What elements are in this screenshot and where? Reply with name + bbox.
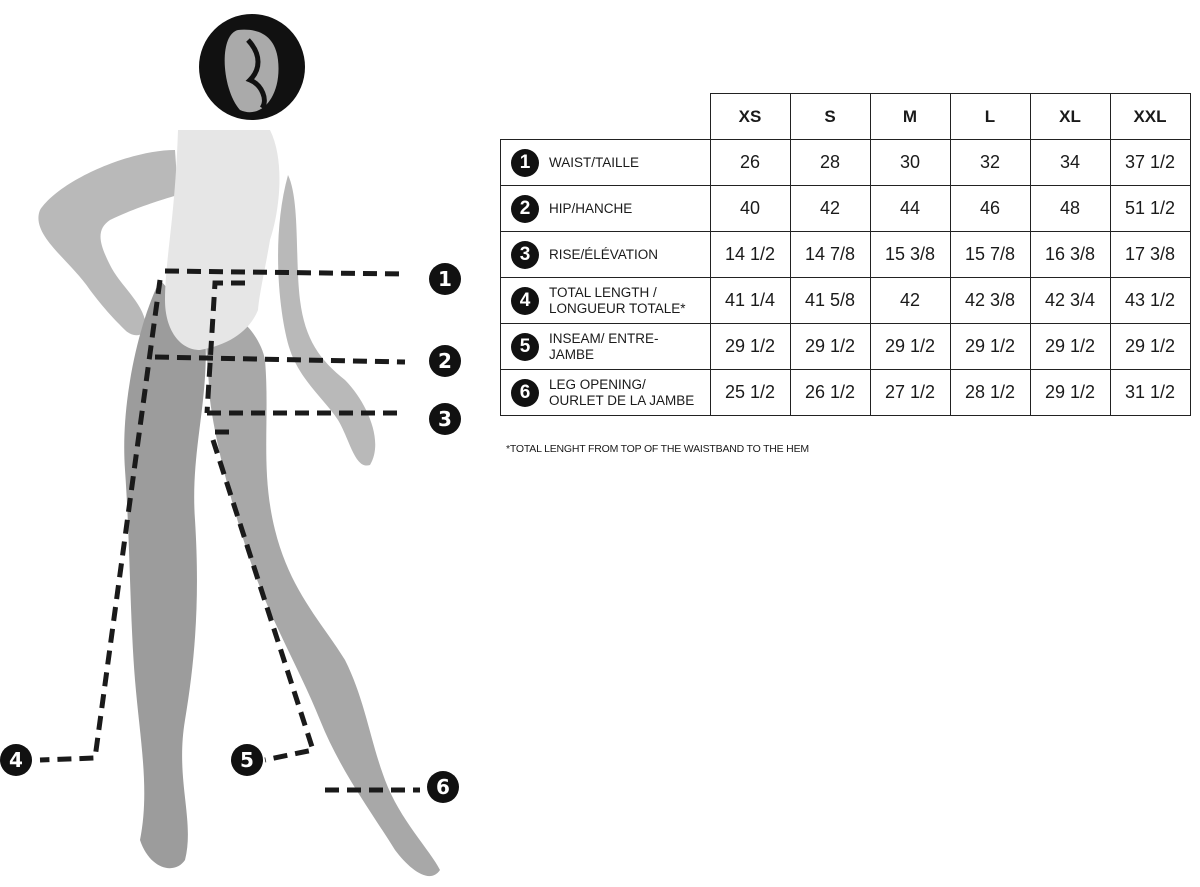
svg-text:6: 6 — [436, 775, 450, 799]
measurement-value: 43 1/2 — [1109, 277, 1191, 324]
measurement-value: 41 5/8 — [789, 277, 871, 324]
number-badge: 2 — [511, 194, 539, 223]
number-badge: 3 — [511, 240, 539, 269]
table-row: 1 WAIST/TAILLE 26 28 30 32 34 37 1/2 — [500, 139, 1191, 186]
svg-text:5: 5 — [240, 748, 254, 772]
size-header: L — [949, 93, 1031, 140]
measurement-value: 42 3/8 — [949, 277, 1031, 324]
measurement-value: 16 3/8 — [1029, 231, 1111, 278]
measurement-value: 28 1/2 — [949, 369, 1031, 416]
measurement-value: 14 7/8 — [789, 231, 871, 278]
svg-text:4: 4 — [9, 748, 23, 772]
measurement-value: 15 3/8 — [869, 231, 951, 278]
marker-5: 5 — [231, 744, 263, 776]
svg-text:1: 1 — [438, 267, 452, 291]
measurement-label: WAIST/TAILLE — [549, 154, 640, 170]
table-row: 6 LEG OPENING/ OURLET DE LA JAMBE 25 1/2 26… — [500, 369, 1191, 416]
size-header: XS — [709, 93, 791, 140]
figure-left-arm — [38, 150, 178, 336]
marker-2: 2 — [429, 345, 461, 377]
figure-right-leg — [205, 313, 440, 877]
measurement-value: 48 — [1029, 185, 1111, 232]
measurement-value: 29 1/2 — [1029, 369, 1111, 416]
measurement-value: 51 1/2 — [1109, 185, 1191, 232]
measurement-label-cell: 4 TOTAL LENGTH / LONGUEUR TOTALE* — [500, 277, 711, 324]
marker-4: 4 — [0, 744, 32, 776]
measurement-label: TOTAL LENGTH / LONGUEUR TOTALE* — [549, 284, 686, 316]
figure-left-leg — [124, 280, 206, 869]
number-badge: 5 — [511, 332, 539, 361]
measurement-value: 26 1/2 — [789, 369, 871, 416]
figure-torso — [165, 130, 280, 350]
size-chart-table: XS S M L XL XXL 1 WAIST/TAILLE 26 28 30 32 34 3… — [500, 93, 1191, 416]
measurement-value: 29 1/2 — [1029, 323, 1111, 370]
measurement-value: 40 — [709, 185, 791, 232]
marker-6: 6 — [427, 771, 459, 803]
measurement-value: 17 3/8 — [1109, 231, 1191, 278]
figure-right-arm — [278, 175, 376, 466]
measurement-label: INSEAM/ ENTRE-JAMBE — [549, 330, 659, 362]
measurement-value: 14 1/2 — [709, 231, 791, 278]
measurement-value: 42 — [869, 277, 951, 324]
measurement-value: 42 — [789, 185, 871, 232]
measurement-value: 30 — [869, 139, 951, 186]
measurement-value: 26 — [709, 139, 791, 186]
measurement-value: 27 1/2 — [869, 369, 951, 416]
measurement-label-cell: 6 LEG OPENING/ OURLET DE LA JAMBE — [500, 369, 711, 416]
measurement-label-cell: 2 HIP/HANCHE — [500, 185, 711, 232]
figure-markers: 1 2 3 4 5 6 — [0, 263, 461, 803]
marker-1: 1 — [429, 263, 461, 295]
measurement-value: 25 1/2 — [709, 369, 791, 416]
table-row: 2 HIP/HANCHE 40 42 44 46 48 51 1/2 — [500, 185, 1191, 232]
measurement-label-cell: 1 WAIST/TAILLE — [500, 139, 711, 186]
number-badge: 1 — [511, 148, 539, 177]
measurement-label: RISE/ÉLÉVATION — [549, 246, 659, 262]
measurement-value: 41 1/4 — [709, 277, 791, 324]
size-header-row: XS S M L XL XXL — [500, 93, 1191, 140]
body-measurement-figure: 1 2 3 4 5 6 — [0, 14, 461, 877]
measurement-value: 29 1/2 — [1109, 323, 1191, 370]
figure-face — [224, 29, 279, 113]
number-badge: 6 — [511, 378, 539, 407]
measurement-value: 42 3/4 — [1029, 277, 1111, 324]
measurement-value: 29 1/2 — [789, 323, 871, 370]
number-badge: 4 — [511, 286, 539, 315]
measurement-value: 29 1/2 — [949, 323, 1031, 370]
measurement-value: 15 7/8 — [949, 231, 1031, 278]
svg-text:3: 3 — [438, 407, 452, 431]
svg-text:2: 2 — [438, 349, 452, 373]
measurement-value: 44 — [869, 185, 951, 232]
measurement-value: 28 — [789, 139, 871, 186]
measurement-value: 31 1/2 — [1109, 369, 1191, 416]
measurement-value: 32 — [949, 139, 1031, 186]
marker-3: 3 — [429, 403, 461, 435]
measurement-label: LEG OPENING/ OURLET DE LA JAMBE — [549, 376, 695, 408]
table-row: 3 RISE/ÉLÉVATION 14 1/2 14 7/8 15 3/8 15 7/8 1… — [500, 231, 1191, 278]
measurement-value: 46 — [949, 185, 1031, 232]
size-header: M — [869, 93, 951, 140]
footnote: *TOTAL LENGHT FROM TOP OF THE WAISTBAND … — [506, 443, 809, 455]
measurement-value: 29 1/2 — [869, 323, 951, 370]
measurement-value: 29 1/2 — [709, 323, 791, 370]
table-row: 4 TOTAL LENGTH / LONGUEUR TOTALE* 41 1/4 41… — [500, 277, 1191, 324]
table-row: 5 INSEAM/ ENTRE-JAMBE 29 1/2 29 1/2 29 1/2 29… — [500, 323, 1191, 370]
measurement-label-cell: 3 RISE/ÉLÉVATION — [500, 231, 711, 278]
measurement-lines — [39, 268, 420, 793]
measurement-value: 34 — [1029, 139, 1111, 186]
size-header: XXL — [1109, 93, 1191, 140]
measurement-label: HIP/HANCHE — [549, 200, 633, 216]
measurement-value: 37 1/2 — [1109, 139, 1191, 186]
measurement-label-cell: 5 INSEAM/ ENTRE-JAMBE — [500, 323, 711, 370]
size-header: S — [789, 93, 871, 140]
size-header: XL — [1029, 93, 1111, 140]
